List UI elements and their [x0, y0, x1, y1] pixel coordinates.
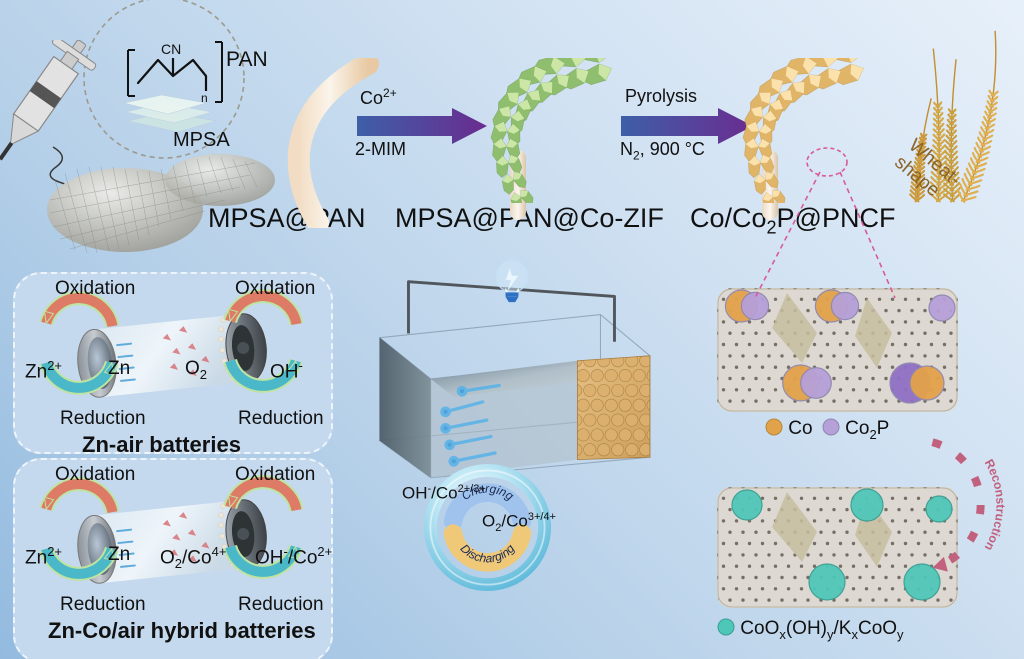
svg-text:PAN: PAN: [226, 48, 268, 71]
svg-text:Reconstruction: Reconstruction: [982, 457, 1008, 553]
svg-text:CN: CN: [161, 41, 181, 57]
